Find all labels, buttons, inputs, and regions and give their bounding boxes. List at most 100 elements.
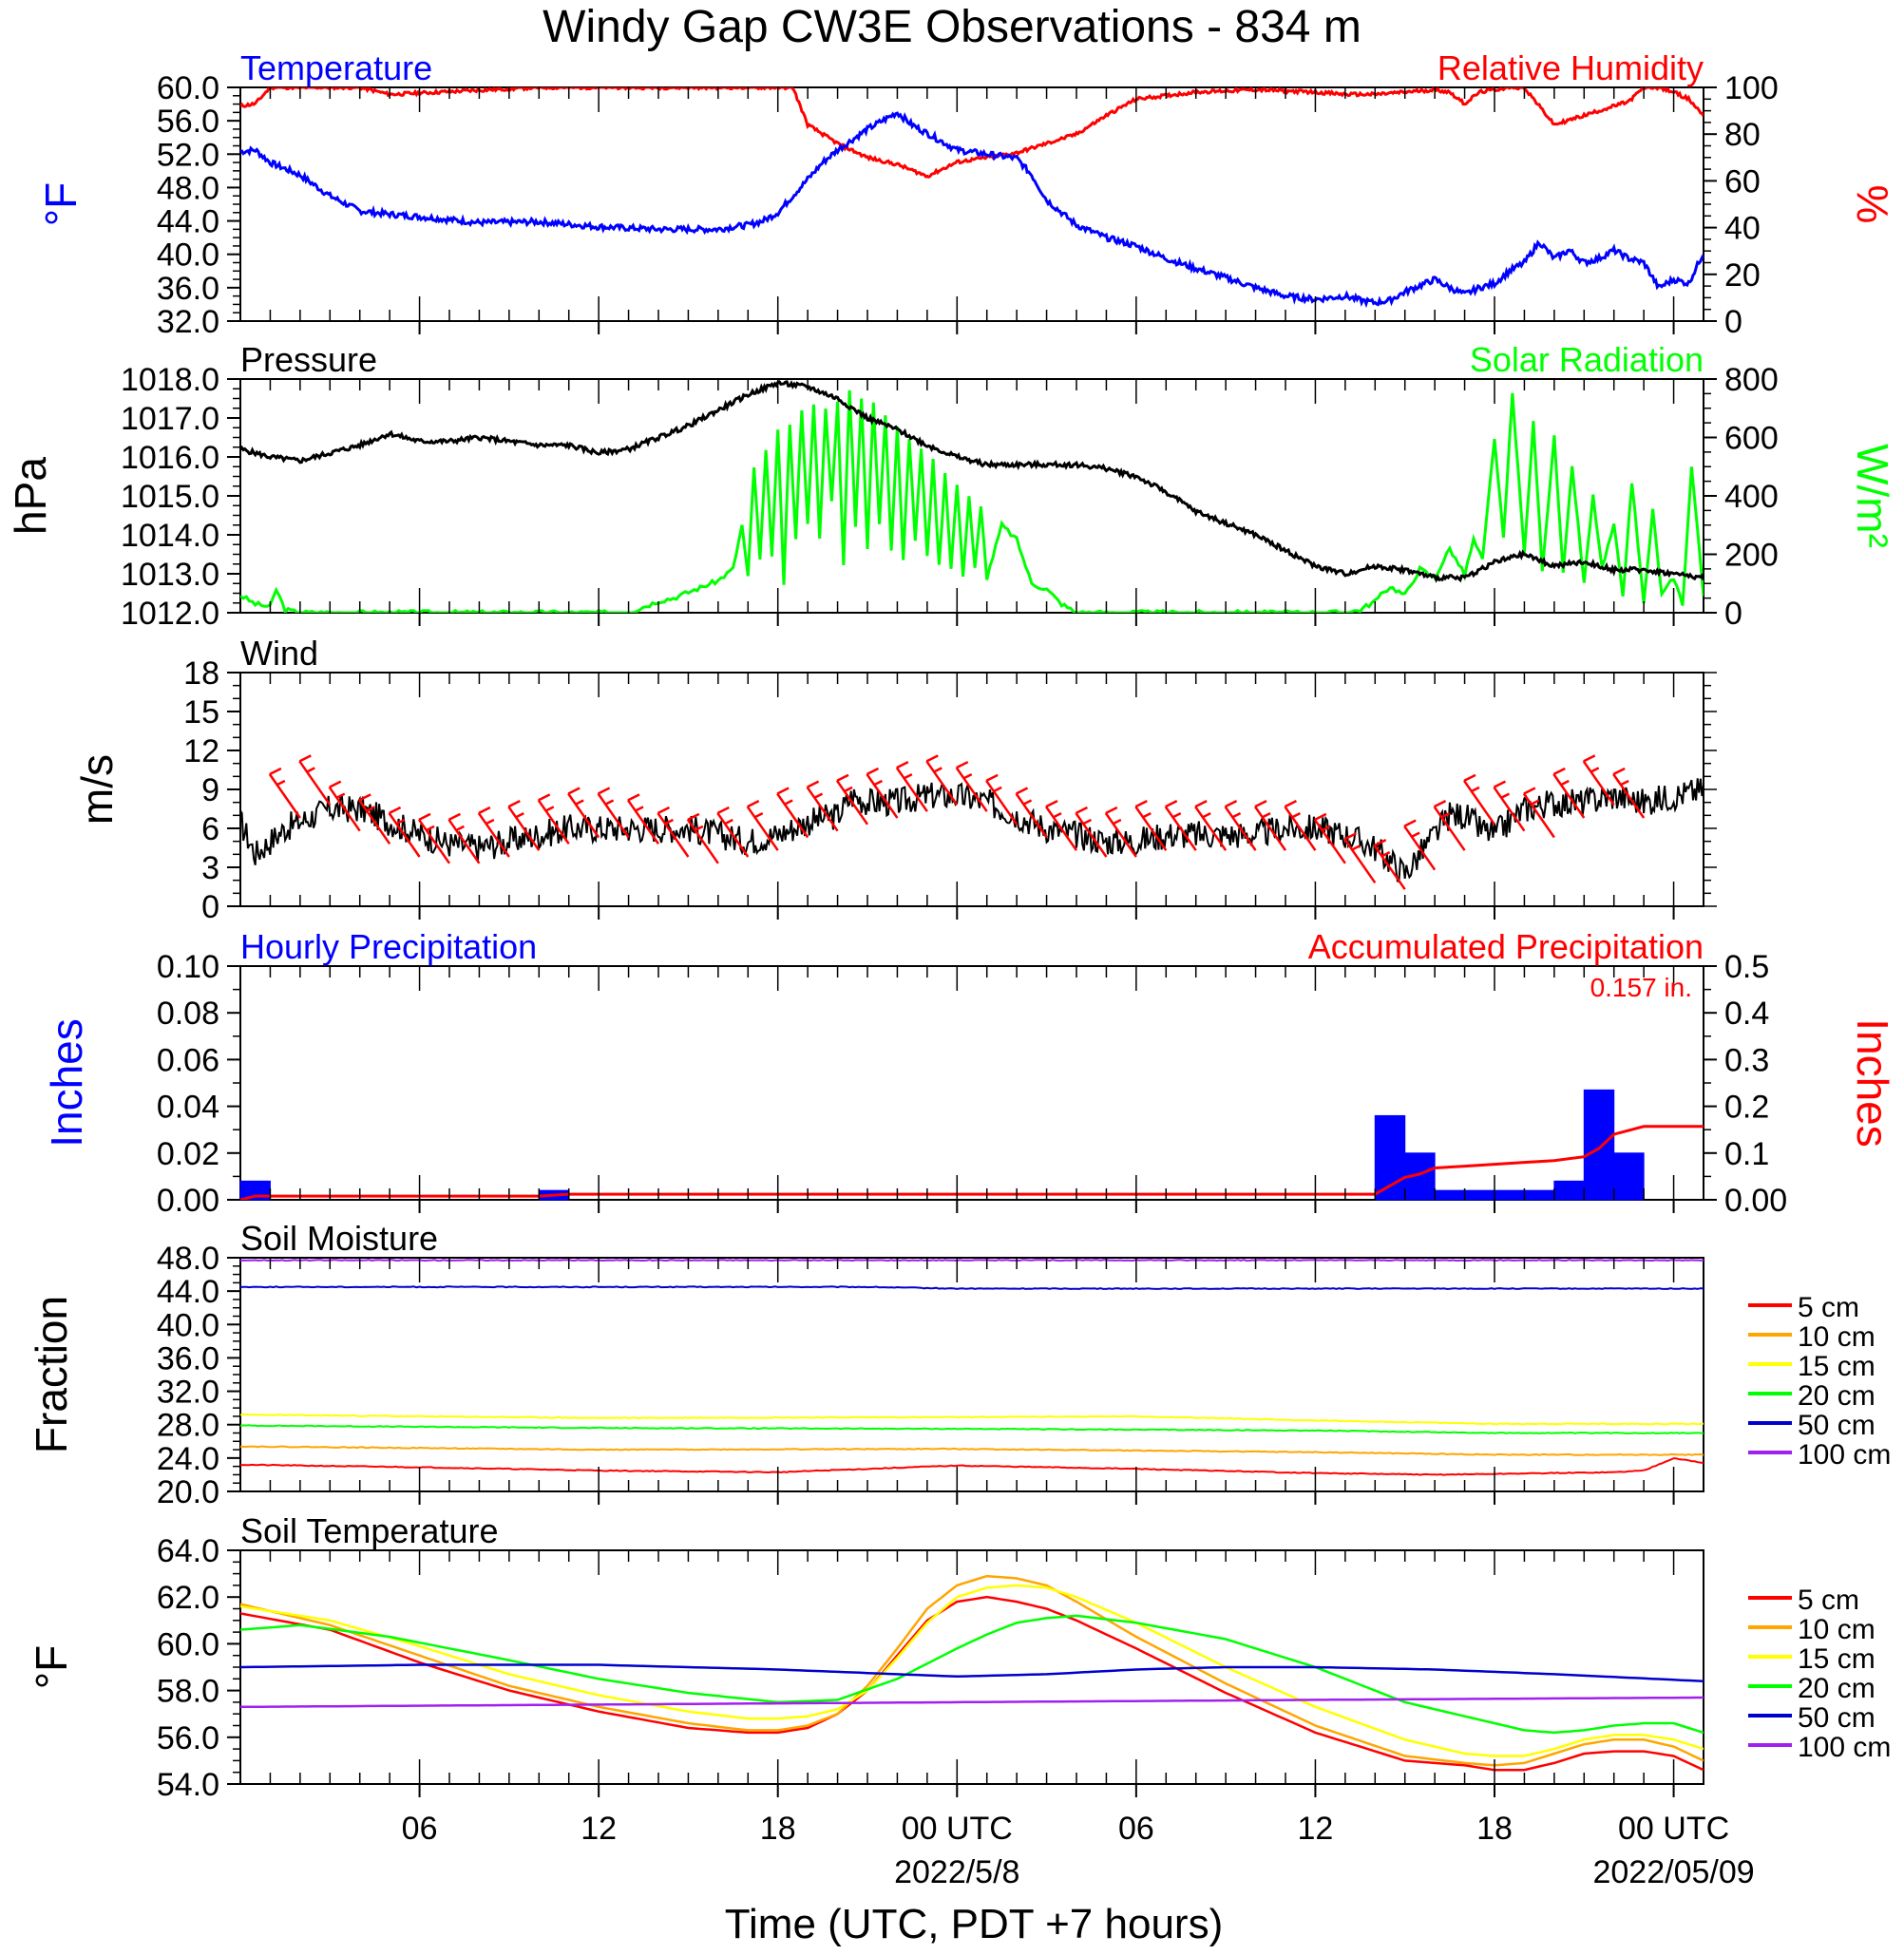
wind-barb-feather — [724, 818, 733, 826]
soil-moisture-legend-label: 5 cm — [1798, 1292, 1859, 1323]
wind-barb-feather — [298, 754, 312, 763]
wind-barb-feather — [985, 773, 999, 782]
pressure-y-tick-label: 1012.0 — [121, 596, 219, 632]
wind-barb-feather — [963, 773, 973, 780]
soil-moisture-line — [240, 1285, 1704, 1290]
wind-barb-shaft — [1253, 806, 1287, 851]
wind-barb-feather — [358, 793, 371, 802]
wind-barb-shaft — [1403, 825, 1437, 871]
wind-barb — [955, 761, 988, 812]
solar-radiation-title: Solar Radiation — [1470, 340, 1704, 379]
temp-y-tick-label: 40.0 — [157, 237, 219, 274]
wind-barb-feather — [933, 767, 942, 773]
soil-moisture-legend-label: 20 cm — [1798, 1380, 1875, 1412]
wind-barb — [1522, 787, 1555, 839]
hourly-precip-bar — [1464, 1189, 1495, 1201]
soil-moisture-y-tick-label: 40.0 — [157, 1307, 219, 1343]
pressure-y-tick-label: 1015.0 — [121, 479, 219, 515]
accum-precip-y-tick-label: 0.2 — [1724, 1090, 1769, 1126]
wind-barb-feather — [1142, 812, 1152, 819]
soil-moisture-y-tick-label: 36.0 — [157, 1340, 219, 1376]
wind-barb-feather — [306, 767, 315, 773]
soil-moisture-legend-label: 15 cm — [1798, 1351, 1875, 1382]
hourly-precip-bar — [1434, 1189, 1466, 1201]
wind-barb-feather — [1254, 800, 1267, 808]
wind-barb-feather — [1225, 800, 1238, 808]
pressure-title: Pressure — [240, 340, 377, 379]
hourly-precip-bar — [1494, 1189, 1525, 1201]
wind-barb-feather — [567, 787, 581, 795]
wind-barb-shaft — [447, 819, 481, 864]
rh-y-tick-label: 80 — [1724, 117, 1761, 153]
wind-barb — [686, 812, 719, 864]
wind-barb-feather — [664, 818, 674, 826]
wind-barb-feather — [687, 812, 700, 821]
hourly-precip-bar — [1553, 1180, 1585, 1201]
wind-barb — [268, 767, 301, 819]
wind-barb-feather — [1314, 812, 1327, 821]
wind-barb-feather — [276, 779, 286, 787]
wind-barb-feather — [1471, 786, 1480, 792]
soil-moisture-line — [240, 1445, 1704, 1456]
accum-precip-y-tick-label: 0.00 — [1724, 1183, 1787, 1219]
wind-barb — [477, 806, 510, 858]
temp-y-tick-label: 48.0 — [157, 170, 219, 206]
x-tick-label: 06 — [402, 1811, 438, 1847]
wind-barb-feather — [1381, 851, 1391, 858]
solar-y-tick-label: 200 — [1724, 538, 1779, 574]
wind-barb-feather — [1560, 779, 1570, 787]
soil-temp-line — [240, 1663, 1704, 1683]
wind-barb-feather — [366, 806, 375, 812]
wind-barb-feather — [605, 799, 615, 806]
wind-barb-feather — [418, 812, 431, 821]
wind-barb-feather — [814, 792, 824, 799]
wind-barb-shaft — [328, 786, 361, 832]
wind-barb-shaft — [1343, 838, 1377, 884]
wind-barb-feather — [1023, 799, 1033, 806]
hourly-precip-y-tick-label: 0.00 — [157, 1183, 219, 1219]
soil-temp-y-tick-label: 62.0 — [157, 1580, 219, 1616]
wind-barb-feather — [627, 793, 640, 802]
hourly-precip-y-tick-label: 0.02 — [157, 1136, 219, 1172]
wind-barb-shaft — [597, 792, 630, 839]
pressure-units: hPa — [6, 457, 55, 535]
wind-barb-feather — [1284, 800, 1297, 808]
wind-barb-feather — [1531, 799, 1540, 806]
pressure-y-tick-label: 1013.0 — [121, 557, 219, 593]
wind-barb-shaft — [1552, 773, 1586, 819]
wind-barb-shaft — [1522, 792, 1555, 839]
wind-barb-feather — [1082, 818, 1092, 826]
relative-humidity-title: Relative Humidity — [1438, 48, 1704, 87]
wind-y-tick-label: 0 — [201, 889, 219, 925]
wind-speed-line — [240, 778, 1704, 883]
soil-temp-line — [240, 1584, 1704, 1757]
soil-temp-legend-label: 100 cm — [1798, 1732, 1891, 1763]
hourly-precip-bar — [1613, 1152, 1645, 1201]
wind-barb-feather — [807, 780, 820, 788]
wind-barb-shaft — [1493, 786, 1526, 832]
wind-barb — [1194, 800, 1228, 851]
wind-title: Wind — [240, 634, 318, 673]
soil-moisture-line — [240, 1413, 1704, 1426]
pressure-line — [240, 380, 1704, 583]
wind-barb-feather — [1322, 825, 1331, 831]
wind-barb-feather — [1351, 845, 1361, 851]
wind-barb — [806, 780, 839, 832]
wind-barb-feather — [389, 806, 402, 815]
wind-barb-feather — [1552, 767, 1566, 776]
wind-barb-shaft — [358, 799, 391, 845]
wind-barb-shaft — [507, 806, 541, 851]
wind-barb-feather — [1500, 792, 1510, 799]
wind-barb-feather — [1113, 818, 1122, 826]
wind-barb-feather — [904, 773, 913, 780]
wind-barb-feather — [336, 792, 346, 799]
hourly-precip-title: Hourly Precipitation — [240, 927, 537, 966]
wind-barb-feather — [1262, 812, 1271, 819]
wind-barb — [895, 761, 928, 812]
soil-moisture-y-tick-label: 24.0 — [157, 1441, 219, 1477]
wind-barb-feather — [545, 806, 555, 812]
wind-barb-feather — [844, 786, 853, 792]
wind-barb-shaft — [388, 812, 421, 858]
wind-barb-feather — [507, 800, 521, 808]
soil-moisture-line — [240, 1457, 1704, 1476]
